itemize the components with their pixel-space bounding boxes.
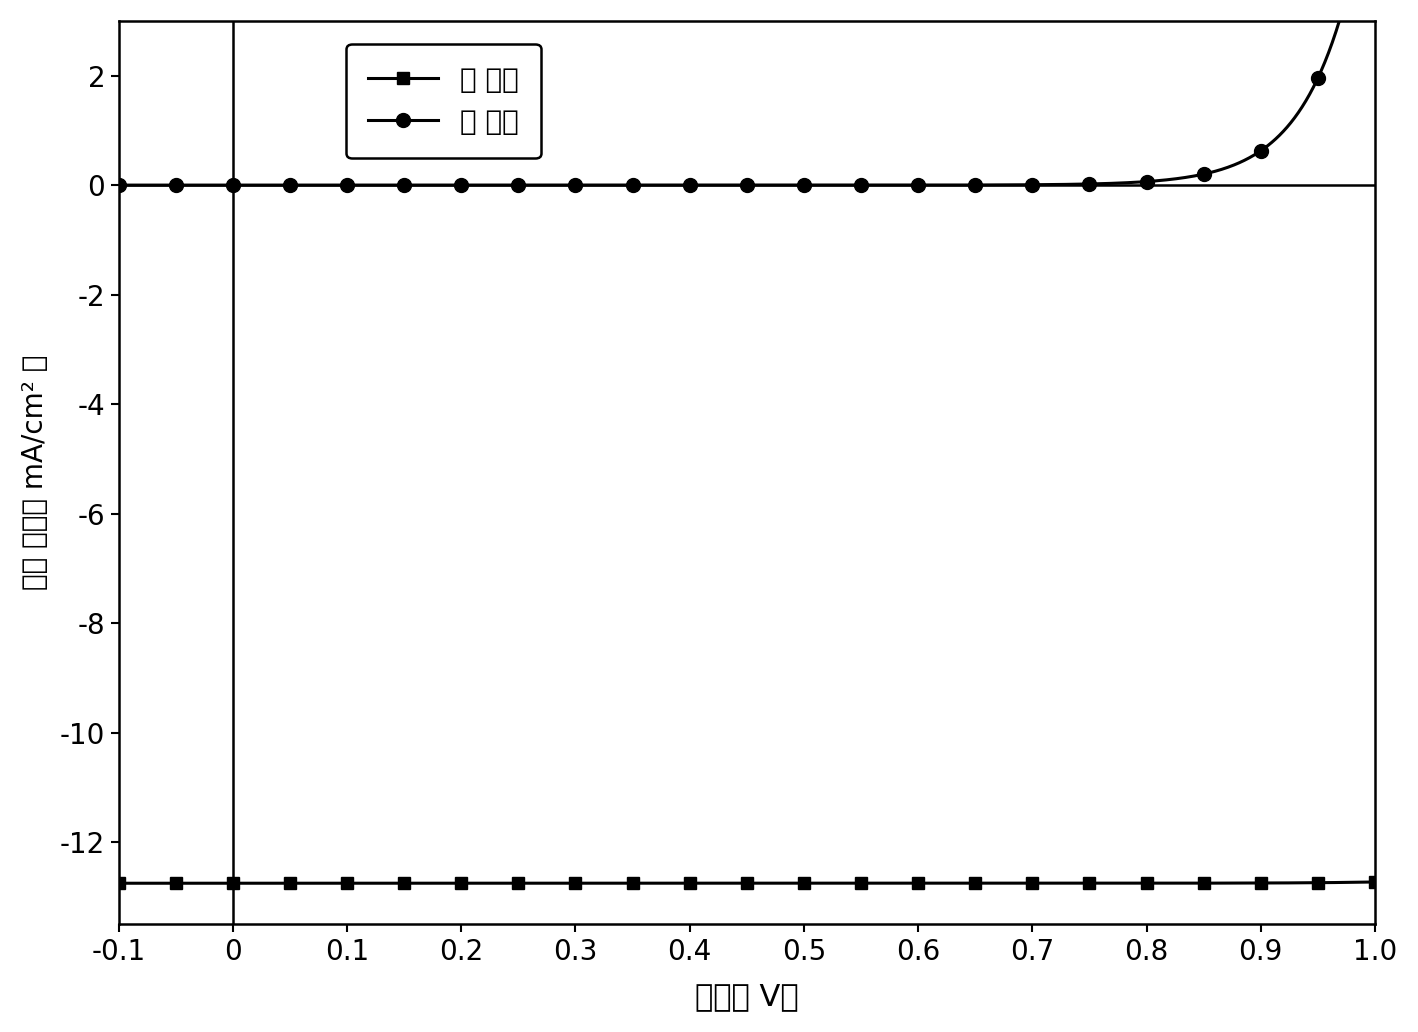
Legend: 光 电流, 暗 电流: 光 电流, 暗 电流 [346, 43, 540, 158]
Y-axis label: 电流 密度（ mA/cm² ）: 电流 密度（ mA/cm² ） [21, 355, 48, 590]
X-axis label: 电压（ V）: 电压（ V） [695, 982, 798, 1011]
